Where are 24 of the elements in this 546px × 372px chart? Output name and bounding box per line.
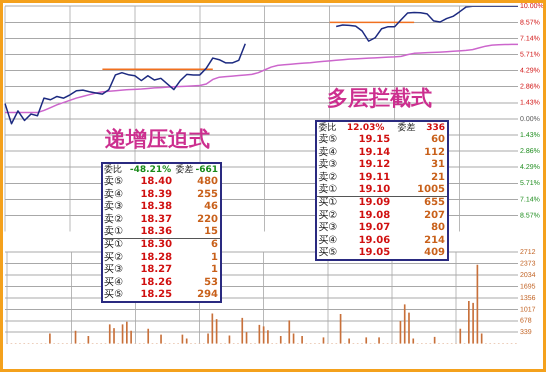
text: 卖⑤ 18.40 480 — [104, 176, 218, 188]
text: 买① 19.09 655 — [318, 197, 445, 208]
text: 买⑤ 19.05 409 — [318, 246, 445, 258]
text: 卖④ 19.14 112 — [318, 146, 445, 158]
text: 卖① 19.10 1005 — [318, 184, 445, 195]
text: 买④ 18.26 53 — [104, 276, 218, 288]
text: 买② 18.28 1 — [104, 252, 218, 263]
text: 卖② 18.37 220 — [104, 214, 218, 225]
text: 卖③ 18.38 46 — [104, 201, 218, 212]
text: 买① 18.30 6 — [104, 239, 218, 250]
text: 买⑤ 18.25 294 — [104, 288, 218, 300]
text: 卖⑤ 19.15 60 — [318, 134, 445, 146]
text: 买② 19.08 207 — [318, 210, 445, 221]
annotation: 多层拦截式 — [327, 85, 432, 112]
text: 卖① 18.36 15 — [104, 226, 218, 237]
annotation: 委比 -48.21% 委差 -661 — [104, 164, 218, 176]
text: 卖② 19.11 21 — [318, 172, 445, 183]
annotation: 递增压迫式 — [105, 126, 210, 153]
text: 卖③ 19.12 31 — [318, 159, 445, 170]
text: 委比 12.03% 委差 336 — [318, 123, 445, 133]
text: 买③ 18.27 1 — [104, 264, 218, 276]
text: 买③ 19.07 80 — [318, 222, 445, 234]
text: 卖④ 18.39 255 — [104, 188, 218, 200]
text: 买④ 19.06 214 — [318, 234, 445, 246]
